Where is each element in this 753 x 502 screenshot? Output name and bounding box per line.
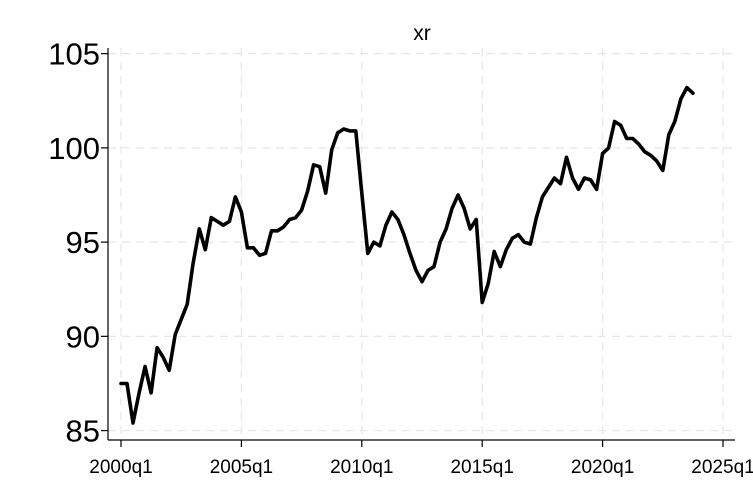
series-group	[119, 85, 695, 425]
chart-title: xr	[413, 22, 431, 45]
x-tick-label: 2010q1	[330, 457, 393, 478]
y-tick-label: 95	[66, 225, 100, 260]
axes	[107, 48, 735, 441]
grid	[108, 48, 735, 440]
x-tick-label: 2005q1	[210, 457, 273, 478]
y-tick-label: 90	[66, 319, 100, 354]
y-ticks: 85 90 95 100 105	[48, 37, 108, 449]
x-tick-label: 2020q1	[571, 457, 634, 478]
x-tick-label: 2000q1	[89, 457, 152, 478]
y-tick-label: 105	[48, 37, 100, 72]
x-ticks: 2000q1 2005q1 2010q1 2015q1 2020q1 2025q1	[89, 440, 753, 478]
y-tick-label: 85	[66, 414, 100, 449]
x-tick-label: 2015q1	[450, 457, 513, 478]
x-tick-label: 2025q1	[691, 457, 753, 478]
series-line-xr	[119, 85, 695, 425]
y-tick-label: 100	[48, 131, 100, 166]
